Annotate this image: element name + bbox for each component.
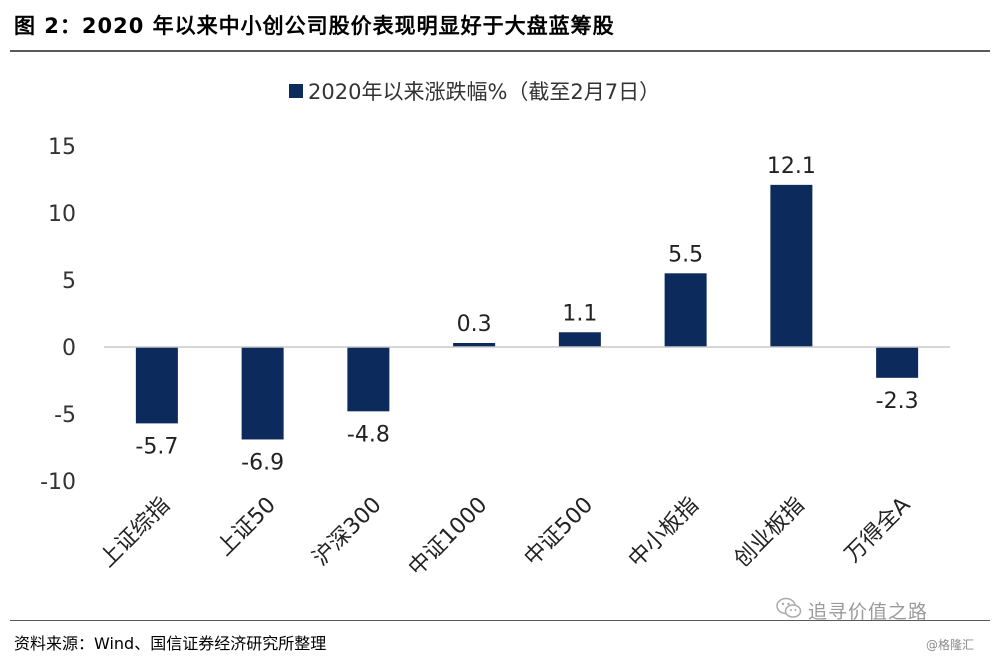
data-labels: -5.7 -6.9 -4.8 0.3 1.1 5.5 12.1 -2.3 <box>135 154 918 476</box>
y-tick-label: -5 <box>54 403 76 428</box>
data-label: -2.3 <box>876 389 919 414</box>
y-tick-label: 0 <box>62 336 76 361</box>
legend: 2020年以来涨跌幅%（截至2月7日） <box>289 80 660 104</box>
title-rule <box>10 50 990 52</box>
data-label: 1.1 <box>562 301 597 326</box>
category-label: 上证50 <box>212 493 281 562</box>
source-rule <box>10 620 990 621</box>
category-label: 中小板指 <box>624 493 704 573</box>
category-label: 中证1000 <box>404 493 492 581</box>
wechat-icon <box>776 597 802 618</box>
bars <box>135 184 919 440</box>
y-tick-label: 5 <box>62 269 76 294</box>
category-label: 沪深300 <box>308 493 386 571</box>
y-tick-label: -10 <box>40 470 76 495</box>
data-label: -6.9 <box>241 450 284 475</box>
category-label: 万得全A <box>840 493 915 568</box>
category-label: 创业板指 <box>730 493 810 573</box>
bar <box>135 347 178 424</box>
bar <box>770 184 813 347</box>
category-labels: 上证综指 上证50 沪深300 中证1000 中证500 中小板指 创业板指 万得全A <box>95 493 915 581</box>
legend-swatch <box>289 84 303 98</box>
bar <box>241 347 284 440</box>
y-tick-label: 10 <box>48 202 76 227</box>
bar <box>876 347 919 378</box>
watermark-text: 追寻价值之路 <box>808 601 929 623</box>
figure-title: 图 2：2020 年以来中小创公司股价表现明显好于大盘蓝筹股 <box>14 14 615 38</box>
y-axis: -10 -5 0 5 10 15 <box>40 135 76 495</box>
watermark-small: @格隆汇 <box>926 638 975 652</box>
data-label: 0.3 <box>457 312 492 337</box>
category-label: 上证综指 <box>95 493 175 573</box>
source-note: 资料来源：Wind、国信证券经济研究所整理 <box>14 634 327 653</box>
data-label: 12.1 <box>767 154 816 179</box>
bar <box>347 347 390 412</box>
legend-label: 2020年以来涨跌幅%（截至2月7日） <box>308 80 660 104</box>
data-label: 5.5 <box>668 242 703 267</box>
y-tick-label: 15 <box>48 135 76 160</box>
bar <box>558 332 601 347</box>
bar <box>664 273 707 347</box>
category-label: 中证500 <box>520 493 598 571</box>
bar <box>453 342 496 347</box>
data-label: -4.8 <box>347 422 390 447</box>
data-label: -5.7 <box>135 434 178 459</box>
